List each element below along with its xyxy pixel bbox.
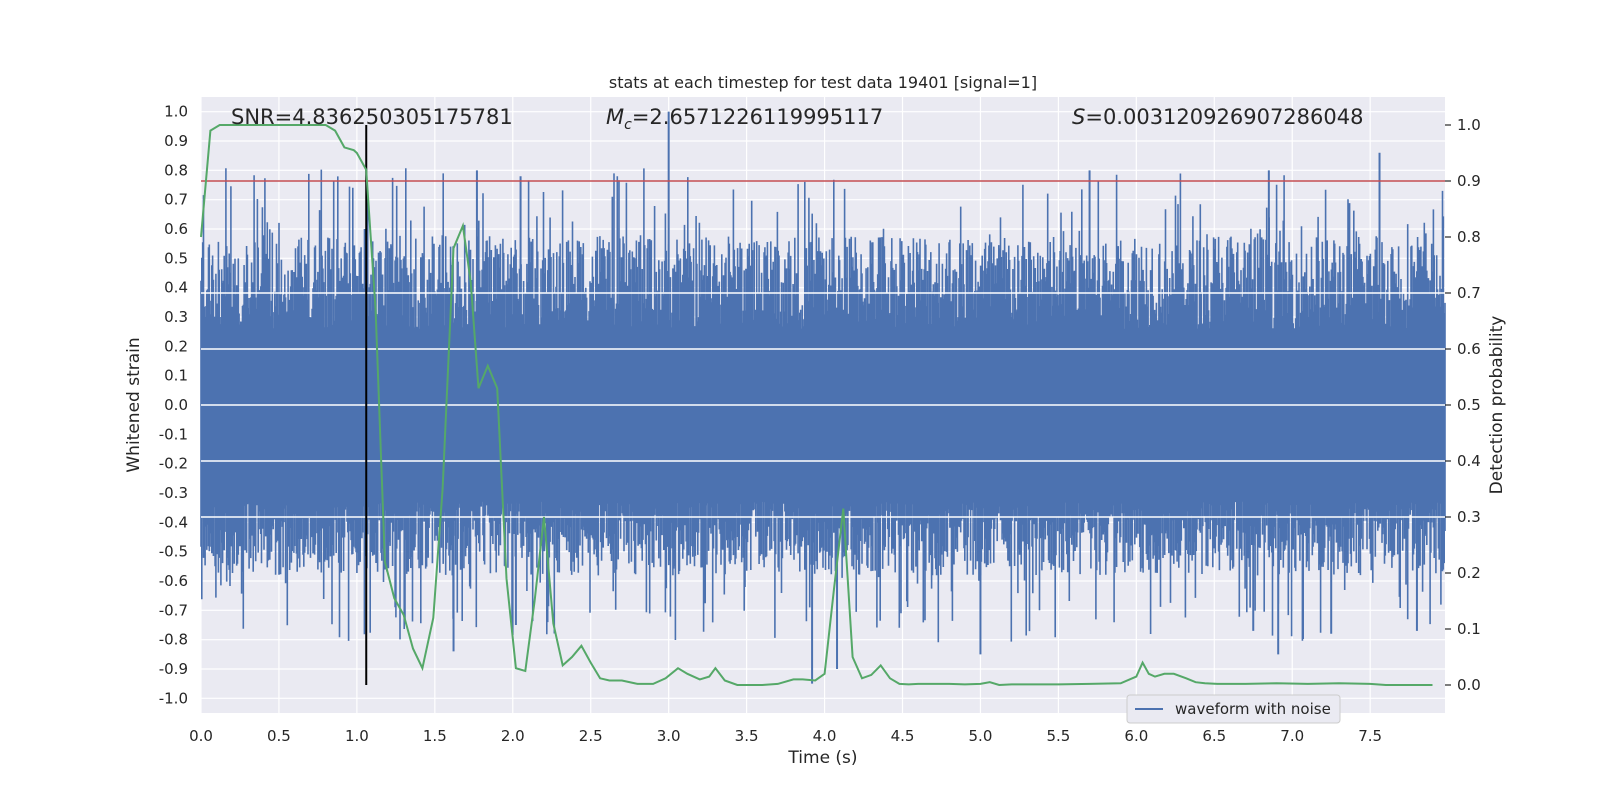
waveform-core-band [201,346,1445,493]
y-right-tick-label: 0.4 [1457,452,1481,470]
chirp-mass-annotation: Mc=2.6571226119995117 [606,105,883,133]
x-tick-label: 5.5 [1046,727,1070,745]
x-tick-label: 6.5 [1202,727,1226,745]
legend-label: waveform with noise [1175,700,1331,718]
x-axis-ticks: 0.0 0.5 1.0 1.5 2.0 2.5 3.0 3.5 4.0 4.5 5.0 5.5 6.0 6… [189,727,1382,745]
x-tick-label: 7.5 [1358,727,1382,745]
x-tick-label: 6.0 [1124,727,1148,745]
y-right-tick-label: 1.0 [1457,116,1481,134]
y-right-axis-label: Detection probability [1487,316,1507,495]
y-tick-label: 0.2 [164,337,188,355]
y-right-tick-label: 0.8 [1457,228,1481,246]
y-tick-label: 0.9 [164,132,188,150]
y-axis-label: Whitened strain [124,337,144,472]
y-tick-label: 0.8 [164,161,188,179]
s-value: =0.003120926907286048 [1085,105,1363,129]
y-tick-label: -0.4 [159,513,188,531]
detection-probability-line [200,124,1433,687]
x-tick-label: 7.0 [1280,727,1304,745]
y-tick-label: 0.4 [164,279,188,297]
y-tick-label: -1.0 [159,689,188,707]
mc-symbol: M [606,105,624,129]
y-right-tick-label: 0.7 [1457,284,1481,302]
y-right-tick-label: 0.1 [1457,620,1481,638]
y-axis-ticks: 1.0 0.9 0.8 0.7 0.6 0.5 0.4 0.3 0.2 0.1 0.0 -0.1 -0.… [159,103,188,708]
y-tick-label: -0.5 [159,543,188,561]
y-tick-label: 0.1 [164,367,188,385]
y-tick-label: 0.6 [164,220,188,238]
legend-box [1126,694,1341,724]
y-right-axis-ticks: 1.0 0.9 0.8 0.7 0.6 0.5 0.4 0.3 0.2 0.1 0.0 [1445,116,1481,694]
x-tick-label: 2.5 [579,727,603,745]
x-tick-label: 5.0 [969,727,993,745]
s-symbol: S [1072,105,1085,129]
y-tick-label: -0.7 [159,601,188,619]
x-tick-label: 3.0 [657,727,681,745]
y-tick-label: 0.3 [164,308,188,326]
y-tick-label: 0.7 [164,191,188,209]
mc-subscript: c [624,117,632,133]
y-tick-label: -0.3 [159,484,188,502]
y-tick-label: 1.0 [164,103,188,121]
waveform-with-noise-series [200,111,1446,684]
y-tick-label: 0.5 [164,249,188,267]
y-right-tick-label: 0.5 [1457,396,1481,414]
y-right-tick-label: 0.2 [1457,564,1481,582]
x-tick-label: 0.0 [189,727,213,745]
mc-value: =2.6571226119995117 [632,105,883,129]
legend: waveform with noise [1126,694,1341,724]
x-tick-label: 4.0 [813,727,837,745]
snr-annotation: SNR=4.836250305175781 [231,105,513,129]
x-tick-label: 1.5 [423,727,447,745]
x-tick-label: 4.5 [891,727,915,745]
chart-title: stats at each timestep for test data 194… [609,73,1037,92]
significance-annotation: S=0.003120926907286048 [1072,105,1363,129]
y-tick-label: -0.8 [159,631,188,649]
y-right-tick-label: 0.3 [1457,508,1481,526]
y-tick-label: -0.2 [159,455,188,473]
y-right-tick-label: 0.6 [1457,340,1481,358]
y-tick-label: 0.0 [164,396,188,414]
x-tick-label: 2.0 [501,727,525,745]
x-tick-label: 1.0 [345,727,369,745]
x-axis-label: Time (s) [787,748,857,768]
x-tick-label: 0.5 [267,727,291,745]
y-right-tick-label: 0.9 [1457,172,1481,190]
y-tick-label: -0.9 [159,660,188,678]
x-tick-label: 3.5 [735,727,759,745]
y-tick-label: -0.1 [159,425,188,443]
y-right-tick-label: 0.0 [1457,676,1481,694]
y-tick-label: -0.6 [159,572,188,590]
